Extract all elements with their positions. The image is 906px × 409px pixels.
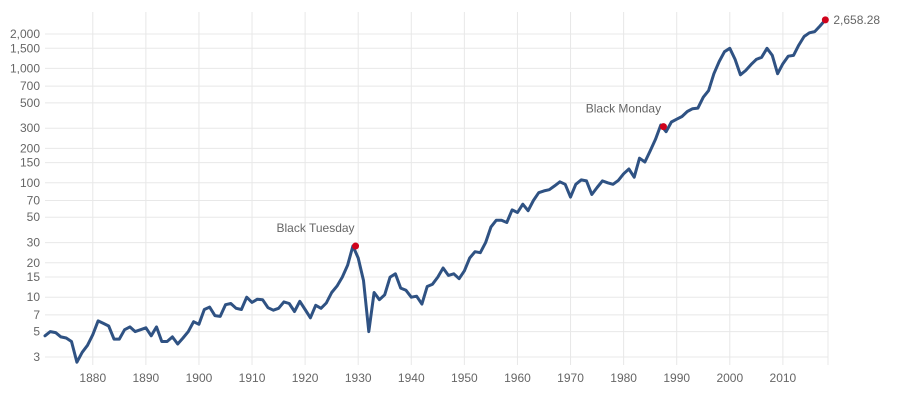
x-axis: 1880 1890 1900 1910 1920 1930 1940 1950 1960 1970…	[79, 371, 796, 385]
y-tick-label: 1,500	[10, 41, 40, 55]
end-point-marker	[821, 16, 829, 24]
annotation-marker	[352, 242, 360, 250]
end-value-label: 2,658.28	[833, 13, 880, 27]
y-tick-label: 700	[20, 79, 40, 93]
x-tick-label: 1890	[133, 371, 160, 385]
x-tick-label: 1920	[292, 371, 319, 385]
y-tick-label: 15	[27, 270, 41, 284]
x-tick-label: 1880	[79, 371, 106, 385]
x-tick-label: 1950	[451, 371, 478, 385]
y-tick-label: 150	[20, 156, 40, 170]
y-tick-label: 2,000	[10, 27, 40, 41]
x-tick-label: 1980	[610, 371, 637, 385]
y-tick-label: 500	[20, 96, 40, 110]
y-tick-label: 3	[33, 350, 40, 364]
x-tick-label: 1930	[345, 371, 372, 385]
y-tick-label: 30	[27, 236, 41, 250]
x-tick-label: 2000	[716, 371, 743, 385]
annotation-marker	[659, 123, 667, 131]
annotation-label: Black Monday	[586, 102, 661, 116]
x-tick-label: 1990	[663, 371, 690, 385]
y-tick-label: 300	[20, 121, 40, 135]
y-tick-label: 200	[20, 141, 40, 155]
grid	[45, 12, 829, 365]
x-tick-label: 1960	[504, 371, 531, 385]
x-tick-label: 1900	[186, 371, 213, 385]
series-line	[43, 18, 827, 364]
x-tick-label: 1970	[557, 371, 584, 385]
y-tick-label: 20	[27, 256, 41, 270]
y-tick-label: 1,000	[10, 61, 40, 75]
y-tick-label: 10	[27, 290, 41, 304]
annotation-label: Black Tuesday	[277, 221, 355, 235]
y-tick-label: 70	[27, 194, 41, 208]
series	[43, 18, 827, 364]
y-tick-label: 100	[20, 176, 40, 190]
y-tick-label: 5	[33, 325, 40, 339]
annotations: 2,658.28 Black Tuesday Black Monday	[277, 13, 880, 250]
y-tick-label: 7	[33, 308, 40, 322]
x-tick-label: 1940	[398, 371, 425, 385]
x-tick-label: 1910	[239, 371, 266, 385]
x-tick-label: 2010	[770, 371, 797, 385]
y-tick-label: 50	[27, 210, 41, 224]
